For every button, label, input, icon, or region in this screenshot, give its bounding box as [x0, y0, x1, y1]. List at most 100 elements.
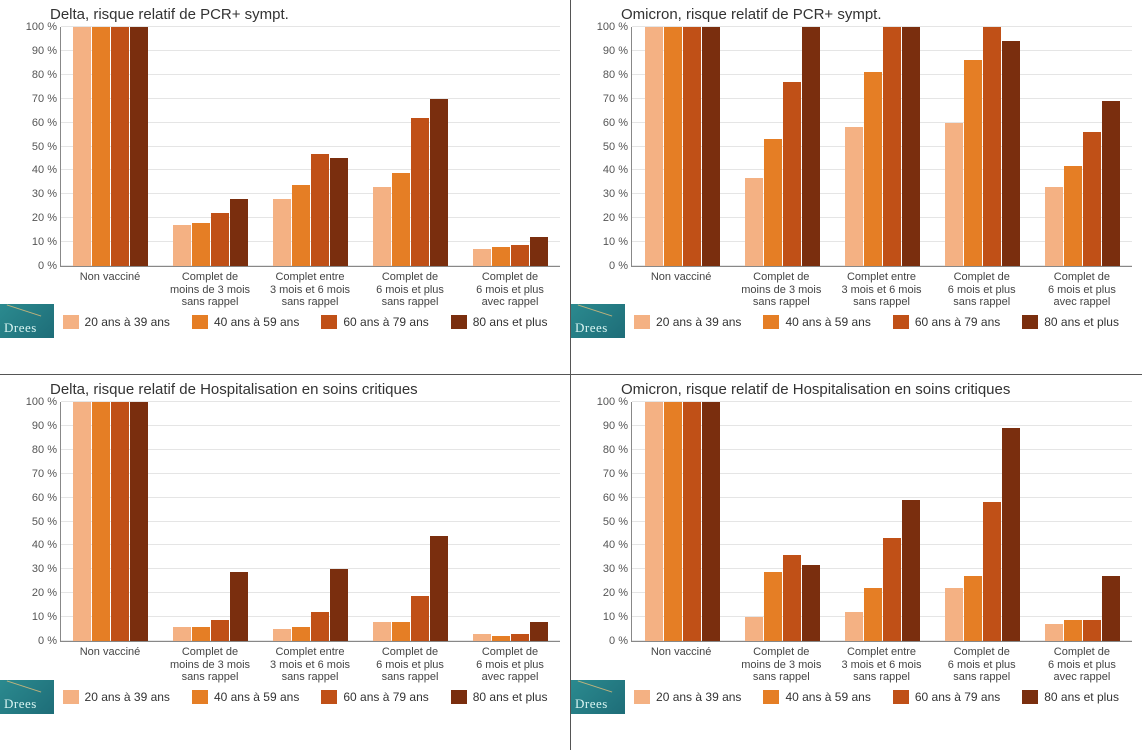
x-tick-label: Complet de6 mois et plussans rappel: [360, 642, 460, 684]
y-tick-label: 80 %: [584, 444, 628, 456]
y-tick-label: 0 %: [13, 635, 57, 647]
drees-logo: Drees: [571, 680, 625, 714]
legend-label: 80 ans et plus: [473, 690, 548, 704]
legend-item: 60 ans à 79 ans: [321, 315, 428, 329]
bar: [864, 588, 882, 641]
y-tick-label: 90 %: [584, 45, 628, 57]
bar: [1083, 132, 1101, 266]
bar: [883, 538, 901, 641]
legend-swatch: [63, 315, 79, 329]
y-tick-label: 20 %: [584, 212, 628, 224]
legend-item: 20 ans à 39 ans: [63, 690, 170, 704]
y-tick-label: 30 %: [13, 188, 57, 200]
chart-title: Omicron, risque relatif de PCR+ sympt.: [621, 6, 1132, 23]
x-tick-label: Complet demoins de 3 moissans rappel: [731, 642, 831, 684]
bar: [430, 99, 448, 266]
legend-swatch: [763, 690, 779, 704]
y-tick-label: 50 %: [13, 516, 57, 528]
bar: [1045, 187, 1063, 266]
legend-swatch: [893, 315, 909, 329]
legend-swatch: [1022, 690, 1038, 704]
legend-label: 20 ans à 39 ans: [85, 315, 170, 329]
chart-title: Delta, risque relatif de PCR+ sympt.: [50, 6, 560, 23]
chart-panel: Omicron, risque relatif de Hospitalisati…: [571, 375, 1142, 750]
chart-title: Omicron, risque relatif de Hospitalisati…: [621, 381, 1132, 398]
y-tick-label: 30 %: [13, 563, 57, 575]
bar: [92, 402, 110, 641]
bar-group: [161, 27, 261, 266]
bar: [530, 622, 548, 641]
x-tick-label: Non vacciné: [631, 642, 731, 684]
bar: [192, 223, 210, 266]
bar: [702, 27, 720, 266]
bar: [864, 72, 882, 266]
bar-groups: [61, 402, 560, 641]
legend-item: 60 ans à 79 ans: [321, 690, 428, 704]
bar-group: [460, 402, 560, 641]
y-tick-label: 60 %: [584, 492, 628, 504]
y-tick-label: 70 %: [13, 93, 57, 105]
chart-panel: Delta, risque relatif de Hospitalisation…: [0, 375, 571, 750]
bar: [964, 576, 982, 641]
x-tick-label: Complet de6 mois et plusavec rappel: [460, 267, 560, 309]
legend-label: 40 ans à 59 ans: [785, 315, 870, 329]
y-tick-label: 100 %: [584, 396, 628, 408]
bar: [883, 27, 901, 266]
bar: [292, 627, 310, 641]
legend-label: 80 ans et plus: [473, 315, 548, 329]
legend-item: 80 ans et plus: [451, 315, 548, 329]
chart-title: Delta, risque relatif de Hospitalisation…: [50, 381, 560, 398]
y-tick-label: 50 %: [13, 141, 57, 153]
bar-groups: [632, 27, 1132, 266]
bar: [411, 118, 429, 266]
bar-group: [732, 27, 832, 266]
bar: [392, 622, 410, 641]
bar: [764, 139, 782, 266]
y-tick-label: 100 %: [584, 21, 628, 33]
bar: [492, 636, 510, 641]
legend-label: 40 ans à 59 ans: [785, 690, 870, 704]
bar-group: [732, 402, 832, 641]
bar: [392, 173, 410, 266]
x-tick-label: Complet de6 mois et plussans rappel: [360, 267, 460, 309]
bar: [664, 27, 682, 266]
legend-label: 20 ans à 39 ans: [656, 690, 741, 704]
x-labels: Non vaccinéComplet demoins de 3 moissans…: [631, 642, 1132, 684]
legend-item: 80 ans et plus: [1022, 690, 1119, 704]
y-tick-label: 70 %: [584, 468, 628, 480]
legend-swatch: [451, 315, 467, 329]
bar: [783, 555, 801, 641]
bar: [802, 27, 820, 266]
legend-swatch: [634, 315, 650, 329]
y-tick-label: 50 %: [584, 516, 628, 528]
legend-label: 40 ans à 59 ans: [214, 315, 299, 329]
y-tick-label: 80 %: [584, 69, 628, 81]
bar: [1002, 41, 1020, 266]
x-tick-label: Complet de6 mois et plusavec rappel: [460, 642, 560, 684]
bar: [111, 402, 129, 641]
bar: [273, 199, 291, 266]
bar: [530, 237, 548, 266]
x-labels: Non vaccinéComplet demoins de 3 moissans…: [60, 642, 560, 684]
legend-label: 80 ans et plus: [1044, 690, 1119, 704]
bar-group: [832, 402, 932, 641]
y-tick-label: 20 %: [584, 587, 628, 599]
bar: [330, 158, 348, 266]
legend-swatch: [63, 690, 79, 704]
x-tick-label: Complet de6 mois et plusavec rappel: [1032, 267, 1132, 309]
y-tick-label: 80 %: [13, 69, 57, 81]
y-tick-label: 0 %: [584, 260, 628, 272]
plot-area: 0 %10 %20 %30 %40 %50 %60 %70 %80 %90 %1…: [631, 402, 1132, 642]
legend-label: 60 ans à 79 ans: [343, 315, 428, 329]
bar-group: [632, 27, 732, 266]
x-tick-label: Complet entre3 mois et 6 moissans rappel: [831, 267, 931, 309]
bar: [1064, 166, 1082, 266]
legend-item: 20 ans à 39 ans: [634, 315, 741, 329]
legend-item: 40 ans à 59 ans: [763, 690, 870, 704]
bar: [130, 402, 148, 641]
legend-label: 80 ans et plus: [1044, 315, 1119, 329]
bar: [73, 27, 91, 266]
bar: [664, 402, 682, 641]
y-tick-label: 100 %: [13, 21, 57, 33]
bar: [373, 622, 391, 641]
